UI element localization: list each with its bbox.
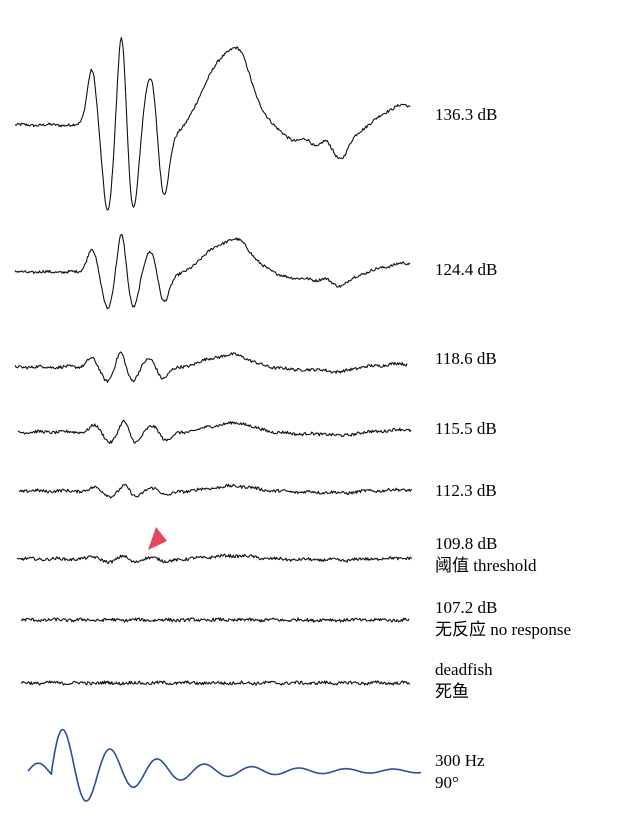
trace-label: 109.8 dB 阈值 threshold	[435, 533, 537, 577]
trace-label: 124.4 dB	[435, 259, 497, 281]
trace-label-line: 死鱼	[435, 682, 469, 701]
trace-label-line: 115.5 dB	[435, 419, 497, 438]
trace-label-line: 112.3 dB	[435, 481, 497, 500]
trace-label: deadfish 死鱼	[435, 659, 493, 703]
response-trace	[20, 617, 410, 623]
trace-label-line: 300 Hz	[435, 751, 485, 770]
response-trace	[20, 680, 411, 686]
trace-label-line: 107.2 dB	[435, 598, 498, 617]
threshold-marker-icon	[148, 527, 167, 550]
trace-label: 115.5 dB	[435, 418, 497, 440]
trace-label-line: 阈值 threshold	[435, 556, 537, 575]
trace-label: 300 Hz 90°	[435, 750, 485, 794]
response-trace	[18, 483, 413, 499]
response-trace	[14, 233, 411, 310]
response-trace	[14, 37, 411, 211]
trace-label-line: 无反应 no response	[435, 620, 571, 639]
trace-label-line: 109.8 dB	[435, 534, 498, 553]
trace-label-line: 90°	[435, 773, 459, 792]
trace-label-line: deadfish	[435, 660, 493, 679]
trace-label: 118.6 dB	[435, 348, 497, 370]
stimulus-waveform	[27, 728, 422, 802]
trace-label: 136.3 dB	[435, 104, 497, 126]
response-trace	[14, 351, 408, 383]
response-trace	[17, 419, 412, 444]
trace-label: 112.3 dB	[435, 480, 497, 502]
trace-label: 107.2 dB 无反应 no response	[435, 597, 571, 641]
response-trace	[16, 553, 413, 565]
trace-label-line: 136.3 dB	[435, 105, 498, 124]
trace-label-line: 118.6 dB	[435, 349, 497, 368]
trace-label-line: 124.4 dB	[435, 260, 498, 279]
